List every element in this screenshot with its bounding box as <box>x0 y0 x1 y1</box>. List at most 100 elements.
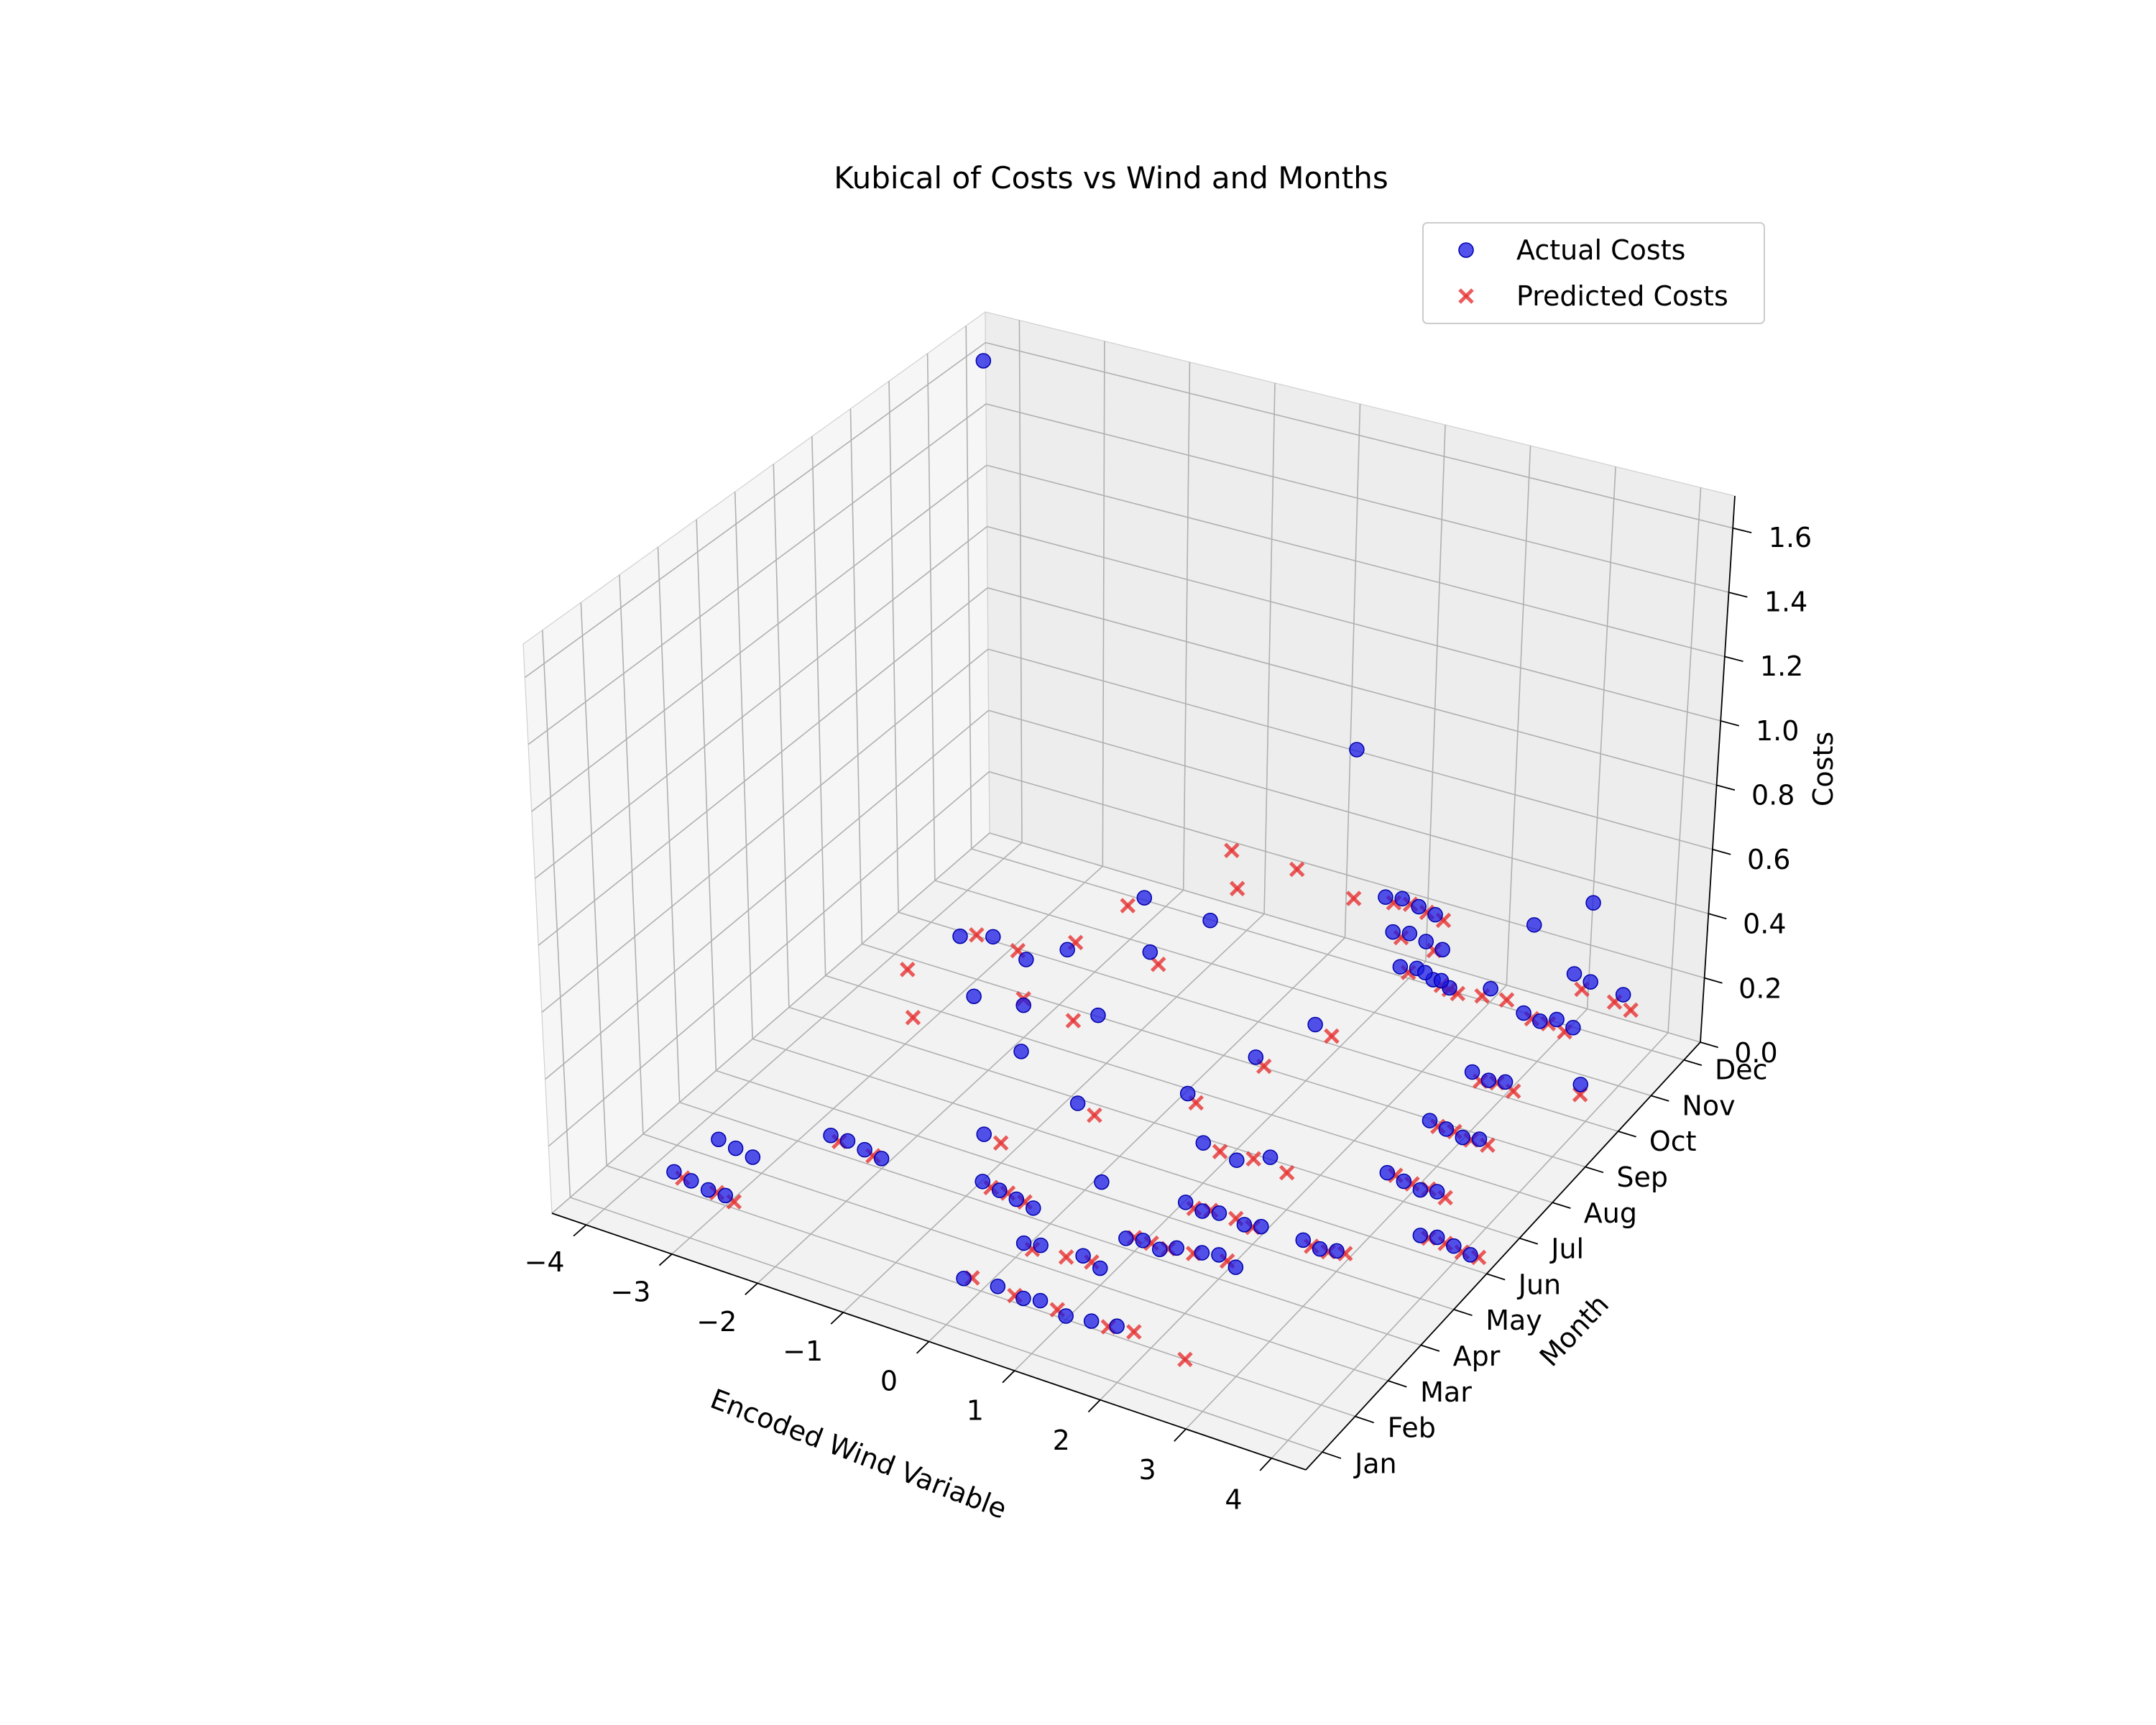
z-tick-mark <box>1716 784 1736 791</box>
y-axis-line <box>1305 1041 1701 1471</box>
predicted-point <box>1498 992 1515 1008</box>
actual-point <box>1411 898 1427 915</box>
actual-point <box>1015 1235 1032 1251</box>
y-tick-label: Jul <box>1549 1233 1584 1265</box>
y-tick-mark <box>1355 1415 1374 1424</box>
actual-point <box>1392 959 1409 975</box>
actual-point <box>1480 1072 1497 1088</box>
grid-z-right <box>989 832 1701 1043</box>
y-tick-label: Jan <box>1353 1448 1397 1480</box>
actual-point <box>966 988 982 1004</box>
actual-point <box>1349 742 1365 758</box>
grid-x-floor <box>1100 985 1507 1401</box>
grid-x-wall <box>1182 362 1191 891</box>
actual-point <box>1497 1074 1514 1090</box>
predicted-point <box>1345 891 1362 906</box>
predicted-point <box>1058 1249 1074 1265</box>
predicted-point <box>1279 1164 1295 1181</box>
x-tick-mark <box>745 1282 758 1295</box>
x-tick-label: 4 <box>1225 1484 1242 1516</box>
actual-point <box>1471 1131 1488 1147</box>
grid-y-floor <box>934 880 1651 1097</box>
actual-point <box>1462 1247 1478 1263</box>
actual-point <box>1417 965 1433 980</box>
actual-point <box>1329 1243 1345 1259</box>
actual-point <box>1585 895 1601 911</box>
actual-point <box>1109 1318 1125 1334</box>
grid-y-wall <box>965 326 972 850</box>
x-tick-label: −1 <box>783 1335 823 1367</box>
grid-y-wall <box>926 353 936 881</box>
actual-point <box>1516 1005 1531 1021</box>
actual-point <box>1427 906 1443 923</box>
actual-point <box>1075 1248 1091 1264</box>
actual-point <box>1195 1135 1212 1151</box>
predicted-point <box>1177 1351 1193 1368</box>
actual-point <box>1142 944 1158 960</box>
actual-point <box>1394 891 1410 907</box>
actual-point <box>1059 942 1075 958</box>
actual-point <box>1433 972 1450 989</box>
y-tick-mark <box>1453 1309 1473 1317</box>
actual-point <box>1253 1218 1269 1235</box>
grid-x-wall <box>1344 403 1361 938</box>
x-tick-label: −3 <box>610 1276 650 1307</box>
grid-z-right <box>985 403 1729 593</box>
actual-point <box>1169 1240 1184 1256</box>
z-tick-label: 0.0 <box>1734 1037 1777 1069</box>
actual-point <box>1136 890 1153 906</box>
grid-z-left <box>551 832 990 1214</box>
actual-point <box>1566 966 1583 982</box>
actual-point <box>1615 987 1631 1003</box>
actual-point <box>1177 1195 1194 1210</box>
actual-point <box>975 353 992 369</box>
grid-y-wall <box>580 602 607 1166</box>
y-tick-mark <box>1420 1344 1440 1352</box>
y-tick-mark <box>1651 1095 1669 1102</box>
actual-point <box>952 928 968 944</box>
actual-point <box>976 1126 992 1142</box>
grid-x-floor <box>842 913 1265 1313</box>
grid-y-wall <box>849 408 863 944</box>
actual-point <box>1262 1149 1279 1165</box>
z-tick-label: 0.4 <box>1743 908 1786 940</box>
actual-point <box>1179 1085 1196 1102</box>
actual-point <box>666 1164 682 1180</box>
predicted-point <box>1126 1324 1142 1340</box>
predicted-point <box>900 962 916 978</box>
grid-z-left <box>531 464 987 812</box>
actual-point <box>1211 1205 1227 1221</box>
actual-point <box>1090 1007 1106 1024</box>
y-tick-label: Feb <box>1388 1412 1436 1444</box>
grid-z-left <box>548 771 990 1147</box>
grid-x-wall <box>1018 320 1023 843</box>
x-tick-label: 2 <box>1053 1425 1070 1456</box>
predicted-point <box>1229 880 1245 897</box>
y-tick-mark <box>1519 1237 1539 1245</box>
grid-x-wall <box>1102 341 1105 867</box>
actual-point <box>1434 942 1450 958</box>
predicted-point <box>1324 1028 1340 1044</box>
actual-point <box>1526 917 1542 933</box>
x-tick-label: 1 <box>967 1395 984 1427</box>
grid-y-wall <box>619 574 644 1134</box>
grid-y-wall <box>657 547 681 1103</box>
actual-point <box>1307 1016 1323 1033</box>
actual-point <box>1015 997 1031 1013</box>
legend-label-predicted: Predicted Costs <box>1516 280 1728 312</box>
grid-x-floor <box>757 889 1184 1284</box>
grid-y-wall <box>541 630 571 1197</box>
y-tick-mark <box>1618 1131 1636 1138</box>
grid-z-left <box>541 648 989 1013</box>
actual-point <box>823 1127 839 1144</box>
actual-point <box>1236 1217 1253 1233</box>
z-tick-label: 0.2 <box>1738 972 1782 1004</box>
actual-point <box>1429 1184 1445 1200</box>
z-tick-mark <box>1712 848 1731 855</box>
grid-z-left <box>524 341 986 678</box>
actual-point <box>1572 1077 1589 1092</box>
y-tick-mark <box>1585 1166 1604 1174</box>
actual-point <box>991 1182 1008 1198</box>
data-points <box>666 353 1639 1368</box>
